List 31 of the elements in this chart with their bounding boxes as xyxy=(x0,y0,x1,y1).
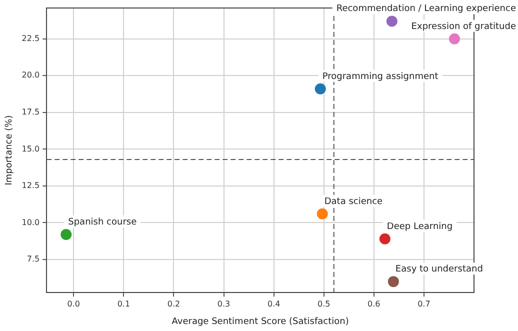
series-label: Data science xyxy=(324,196,384,207)
point xyxy=(386,16,398,27)
series-label: Easy to understand xyxy=(395,264,483,275)
y-tick-label: 17.5 xyxy=(22,108,40,117)
x-tick-label: 0.6 xyxy=(368,299,380,308)
x-tick-label: 0.5 xyxy=(317,299,330,308)
x-tick-label: 0.2 xyxy=(167,299,180,308)
text: Recommendation / Learning experience xyxy=(336,4,516,14)
y-tick-label: 10.0 xyxy=(22,218,40,227)
point xyxy=(448,33,460,44)
x-tick-label: 0.0 xyxy=(67,299,80,308)
x-tick-label: 0.7 xyxy=(418,299,430,308)
y-tick-label: 22.5 xyxy=(22,34,40,43)
x-tick-label: 0.4 xyxy=(267,299,280,308)
series-label: Programming assignment xyxy=(322,72,439,82)
x-tick-label: 0.1 xyxy=(117,299,130,308)
x-axis-title: Average Sentiment Score (Satisfaction) xyxy=(172,316,349,327)
series-label: Expression of gratitude xyxy=(411,22,516,32)
point xyxy=(388,276,399,288)
series-label: Deep Learning xyxy=(386,222,453,232)
y-axis-title: Importance (%) xyxy=(4,115,15,186)
point xyxy=(314,83,326,94)
point xyxy=(316,208,328,220)
point xyxy=(60,229,72,240)
x-tick-label: 0.3 xyxy=(217,299,230,308)
point xyxy=(379,233,390,244)
series-label: Spanish course xyxy=(68,218,138,228)
y-tick-label: 7.5 xyxy=(26,254,40,264)
y-tick-label: 15.0 xyxy=(22,144,40,154)
y-tick-label: 20.0 xyxy=(22,70,40,80)
y-tick-label: 12.5 xyxy=(22,181,40,190)
